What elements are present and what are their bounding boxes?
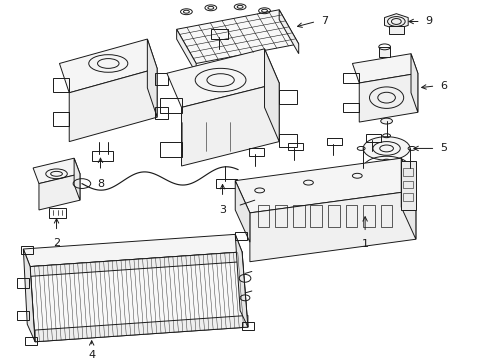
Bar xyxy=(403,168,413,176)
Bar xyxy=(22,246,33,254)
Text: 3: 3 xyxy=(219,205,226,215)
Text: 7: 7 xyxy=(321,17,328,27)
Bar xyxy=(327,138,342,145)
Bar xyxy=(401,161,416,210)
Text: 4: 4 xyxy=(88,350,95,360)
Ellipse shape xyxy=(381,118,392,124)
Bar xyxy=(249,148,264,156)
Bar xyxy=(379,47,391,57)
Bar xyxy=(345,205,357,226)
Bar xyxy=(381,205,392,226)
Polygon shape xyxy=(147,39,157,117)
Bar xyxy=(211,29,228,39)
Bar xyxy=(293,205,305,226)
Text: 6: 6 xyxy=(441,81,447,91)
Polygon shape xyxy=(24,249,35,342)
Bar xyxy=(366,134,381,141)
Polygon shape xyxy=(235,234,248,327)
Polygon shape xyxy=(69,68,157,141)
Polygon shape xyxy=(250,190,416,262)
Bar xyxy=(343,73,359,83)
Bar xyxy=(258,205,270,226)
Polygon shape xyxy=(279,10,299,54)
Polygon shape xyxy=(177,10,299,63)
Polygon shape xyxy=(39,174,80,210)
Text: 8: 8 xyxy=(97,179,104,189)
Polygon shape xyxy=(167,49,279,107)
Bar xyxy=(311,205,322,226)
Bar xyxy=(216,179,237,189)
Bar xyxy=(18,311,29,320)
Polygon shape xyxy=(35,315,248,342)
Bar xyxy=(242,322,254,330)
Bar xyxy=(389,26,404,34)
Polygon shape xyxy=(235,158,416,213)
Polygon shape xyxy=(359,73,418,122)
Bar xyxy=(359,166,367,180)
Polygon shape xyxy=(385,14,408,29)
Text: 1: 1 xyxy=(362,239,368,249)
Bar xyxy=(235,233,247,240)
Polygon shape xyxy=(235,181,250,242)
Polygon shape xyxy=(177,29,196,73)
Bar xyxy=(155,73,168,85)
Bar xyxy=(18,278,29,288)
Bar xyxy=(275,205,287,226)
Polygon shape xyxy=(30,252,248,342)
Bar xyxy=(52,112,69,126)
Bar xyxy=(328,205,340,226)
Bar xyxy=(343,103,359,112)
Bar xyxy=(403,181,413,189)
Polygon shape xyxy=(352,54,418,83)
Polygon shape xyxy=(59,39,157,93)
Text: 9: 9 xyxy=(426,17,433,27)
Bar xyxy=(279,134,297,148)
Text: 2: 2 xyxy=(53,238,60,248)
Polygon shape xyxy=(30,252,242,276)
Bar xyxy=(406,166,414,180)
Bar xyxy=(25,337,37,345)
Polygon shape xyxy=(33,158,80,184)
Bar xyxy=(155,107,168,119)
Bar xyxy=(49,208,66,218)
Bar xyxy=(279,90,297,104)
Text: 5: 5 xyxy=(441,143,447,153)
Polygon shape xyxy=(411,54,418,112)
Bar xyxy=(403,193,413,201)
Bar xyxy=(363,205,375,226)
Bar xyxy=(92,151,113,161)
Bar xyxy=(160,98,181,113)
Polygon shape xyxy=(74,158,80,200)
Bar xyxy=(288,143,303,150)
Polygon shape xyxy=(24,234,242,267)
Bar xyxy=(160,141,181,157)
Bar xyxy=(52,78,69,92)
Polygon shape xyxy=(181,83,279,166)
Polygon shape xyxy=(265,49,279,141)
Ellipse shape xyxy=(363,137,410,160)
Polygon shape xyxy=(401,158,416,239)
